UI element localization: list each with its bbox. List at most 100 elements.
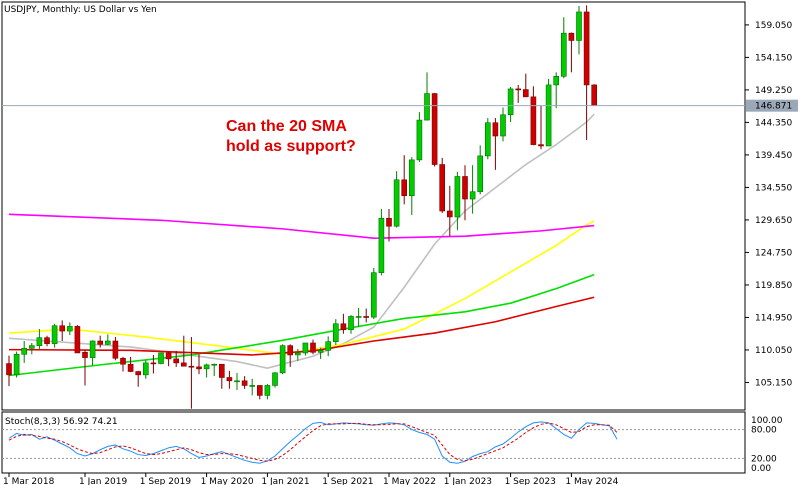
stoch-signal-line bbox=[8, 422, 618, 462]
stoch-main-line bbox=[8, 421, 618, 464]
bear-candle bbox=[287, 345, 294, 356]
bear-candle bbox=[256, 385, 263, 396]
bull-candle bbox=[370, 272, 377, 318]
bear-candle bbox=[310, 342, 316, 353]
bull-candle bbox=[272, 372, 278, 386]
bear-candle bbox=[363, 316, 370, 318]
bull-candle bbox=[325, 341, 332, 351]
bear-candle bbox=[591, 84, 598, 106]
sma-100-line bbox=[8, 273, 595, 377]
bear-candle bbox=[386, 217, 392, 227]
bear-candle bbox=[522, 89, 529, 98]
x-tick-label: 1 May 2022 bbox=[383, 477, 436, 485]
bull-candle bbox=[560, 32, 567, 77]
stoch-level-label: 0.00 bbox=[751, 464, 771, 474]
bear-candle bbox=[120, 357, 126, 365]
bear-candle bbox=[173, 358, 179, 364]
bull-candle bbox=[469, 191, 476, 200]
bear-candle bbox=[165, 352, 172, 360]
bull-candle bbox=[28, 345, 35, 349]
bull-candle bbox=[67, 326, 73, 332]
bear-candle bbox=[59, 325, 66, 332]
bull-candle bbox=[500, 114, 506, 137]
stoch-panel-frame bbox=[1, 411, 746, 474]
bull-candle bbox=[51, 325, 58, 344]
bear-candle bbox=[492, 122, 499, 137]
bear-candle bbox=[150, 362, 157, 365]
bear-candle bbox=[568, 32, 575, 41]
x-tick-label: 1 Sep 2021 bbox=[322, 477, 373, 485]
bull-candle bbox=[264, 385, 271, 396]
bull-candle bbox=[249, 385, 255, 387]
bull-candle bbox=[348, 316, 354, 331]
y-tick-label: 154.150 bbox=[755, 53, 792, 63]
bull-candle bbox=[484, 122, 491, 157]
bull-candle bbox=[234, 380, 240, 383]
x-tick-label: 1 Jan 2021 bbox=[261, 477, 309, 485]
y-tick-label: 124.750 bbox=[755, 248, 792, 258]
bull-candle bbox=[294, 352, 301, 356]
bull-candle bbox=[332, 323, 339, 342]
bull-candle bbox=[576, 11, 582, 41]
bull-candle bbox=[424, 93, 430, 121]
bull-candle bbox=[454, 176, 461, 218]
bull-candle bbox=[317, 349, 324, 353]
bear-candle bbox=[97, 340, 103, 345]
y-tick-label: 144.350 bbox=[755, 118, 792, 128]
bull-candle bbox=[36, 337, 43, 346]
current-price-tag bbox=[746, 99, 798, 112]
y-tick-label: 159.050 bbox=[755, 21, 792, 31]
x-tick-label: 1 Sep 2019 bbox=[140, 477, 192, 485]
x-tick-label: 1 Jan 2019 bbox=[79, 477, 127, 485]
bear-candle bbox=[44, 337, 50, 344]
bear-candle bbox=[583, 11, 590, 86]
bull-candle bbox=[211, 363, 217, 366]
bull-candle bbox=[13, 353, 20, 376]
y-tick-label: 134.550 bbox=[755, 183, 792, 193]
bull-candle bbox=[203, 364, 210, 370]
bull-candle bbox=[355, 316, 362, 318]
stoch-label: Stoch(8,3,3) 56.92 74.21 bbox=[5, 417, 118, 427]
x-tick-label: 1 May 2020 bbox=[201, 477, 254, 485]
bear-candle bbox=[112, 340, 119, 359]
bear-candle bbox=[462, 176, 468, 200]
bear-candle bbox=[530, 96, 537, 145]
bear-candle bbox=[196, 366, 202, 370]
y-tick-label: 129.650 bbox=[755, 216, 792, 226]
sma-200-long--line bbox=[8, 296, 595, 356]
bear-candle bbox=[401, 179, 408, 197]
bear-candle bbox=[446, 210, 453, 218]
bear-candle bbox=[340, 323, 347, 331]
bear-candle bbox=[515, 88, 522, 91]
bull-candle bbox=[378, 217, 385, 273]
bear-candle bbox=[135, 371, 141, 376]
x-tick-label: 1 Mar 2018 bbox=[3, 477, 55, 485]
bear-candle bbox=[241, 380, 248, 386]
bear-candle bbox=[439, 164, 446, 212]
y-tick-label: 110.050 bbox=[755, 346, 792, 356]
bear-candle bbox=[127, 363, 134, 372]
annotation-line-1: Can the 20 SMA bbox=[226, 118, 347, 135]
bull-candle bbox=[105, 340, 111, 345]
sma-200-line bbox=[8, 213, 595, 239]
stoch-level-label: 80.00 bbox=[751, 426, 777, 436]
bull-candle bbox=[21, 348, 28, 355]
bear-candle bbox=[181, 362, 187, 367]
bull-candle bbox=[545, 84, 552, 147]
bull-candle bbox=[89, 340, 96, 358]
x-tick-label: 1 May 2024 bbox=[565, 477, 618, 485]
bull-candle bbox=[507, 88, 514, 116]
bear-candle bbox=[431, 93, 438, 165]
price-panel-frame bbox=[1, 1, 746, 411]
bull-candle bbox=[393, 179, 400, 227]
sma-20-line bbox=[8, 113, 595, 370]
current-price-label: 146.871 bbox=[755, 102, 792, 112]
x-tick-label: 1 Jan 2023 bbox=[444, 477, 492, 485]
bear-candle bbox=[6, 363, 12, 376]
bear-candle bbox=[219, 363, 225, 378]
y-tick-label: 139.450 bbox=[755, 151, 792, 161]
annotation-line-2: hold as support? bbox=[226, 138, 356, 155]
bull-candle bbox=[302, 342, 309, 354]
sma-50-line bbox=[8, 220, 595, 356]
